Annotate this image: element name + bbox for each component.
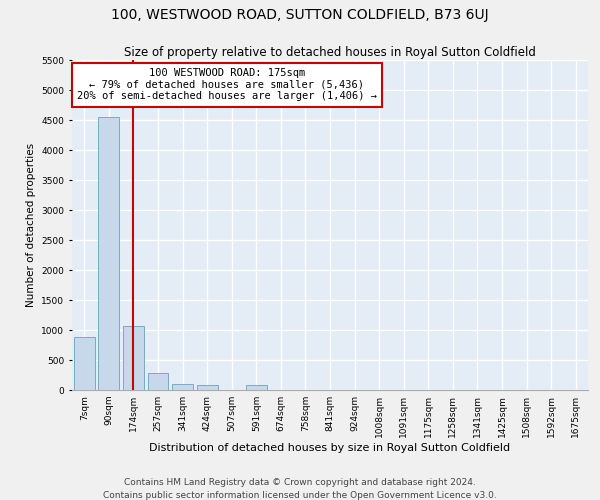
Text: Contains HM Land Registry data © Crown copyright and database right 2024.
Contai: Contains HM Land Registry data © Crown c… bbox=[103, 478, 497, 500]
Title: Size of property relative to detached houses in Royal Sutton Coldfield: Size of property relative to detached ho… bbox=[124, 46, 536, 59]
X-axis label: Distribution of detached houses by size in Royal Sutton Coldfield: Distribution of detached houses by size … bbox=[149, 442, 511, 452]
Text: 100, WESTWOOD ROAD, SUTTON COLDFIELD, B73 6UJ: 100, WESTWOOD ROAD, SUTTON COLDFIELD, B7… bbox=[111, 8, 489, 22]
Bar bbox=[98, 117, 119, 390]
Text: 100 WESTWOOD ROAD: 175sqm
← 79% of detached houses are smaller (5,436)
20% of se: 100 WESTWOOD ROAD: 175sqm ← 79% of detac… bbox=[77, 68, 377, 102]
Bar bbox=[197, 384, 218, 390]
Y-axis label: Number of detached properties: Number of detached properties bbox=[26, 143, 36, 307]
Bar bbox=[123, 326, 144, 390]
Bar bbox=[246, 385, 267, 390]
Bar bbox=[172, 384, 193, 390]
Bar bbox=[148, 373, 169, 390]
Bar bbox=[74, 337, 95, 390]
